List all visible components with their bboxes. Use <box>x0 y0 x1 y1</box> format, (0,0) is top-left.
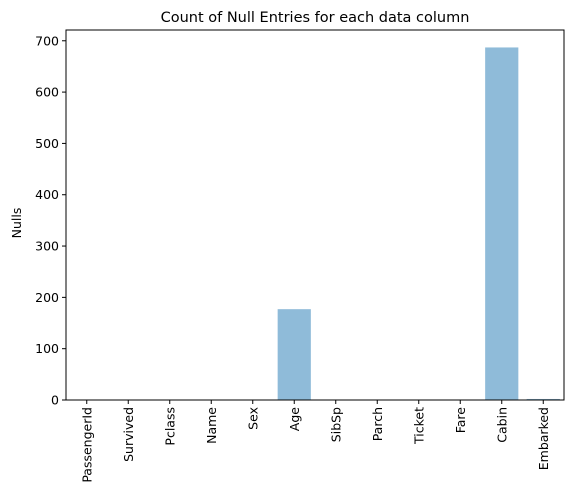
y-tick-label: 600 <box>35 85 59 100</box>
y-tick-label: 400 <box>35 187 59 202</box>
bars-group <box>277 47 560 400</box>
x-tick-label: Pclass <box>162 407 177 446</box>
x-tick-label: Embarked <box>536 407 551 470</box>
y-tick-label: 100 <box>35 341 59 356</box>
x-tick-label: Fare <box>453 407 468 434</box>
x-ticks-group: PassengerId Survived Pclass Name Sex Age SibSp… <box>79 400 551 483</box>
plot-frame <box>65 29 565 401</box>
y-ticks-group: 0 100 200 300 400 500 600 700 <box>35 33 66 408</box>
x-tick-label: Age <box>287 407 302 431</box>
x-tick-label: Survived <box>121 407 136 462</box>
bar-embarked <box>526 398 560 400</box>
y-tick-label: 700 <box>35 33 59 48</box>
y-axis-label: Nulls <box>9 208 24 239</box>
x-tick-label: Sex <box>245 407 260 430</box>
y-tick-label: 300 <box>35 239 59 254</box>
x-tick-label: Parch <box>370 407 385 441</box>
x-tick-label: Name <box>204 407 219 444</box>
y-tick-label: 200 <box>35 290 59 305</box>
y-tick-label: 500 <box>35 136 59 151</box>
x-tick-label: PassengerId <box>79 407 94 483</box>
chart-title: Count of Null Entries for each data colu… <box>161 10 470 26</box>
x-tick-label: Ticket <box>411 407 426 445</box>
bar-age <box>277 309 311 400</box>
x-tick-label: SibSp <box>328 407 343 442</box>
bar-cabin <box>485 47 519 400</box>
y-tick-label: 0 <box>51 393 59 408</box>
x-tick-label: Cabin <box>494 407 509 443</box>
